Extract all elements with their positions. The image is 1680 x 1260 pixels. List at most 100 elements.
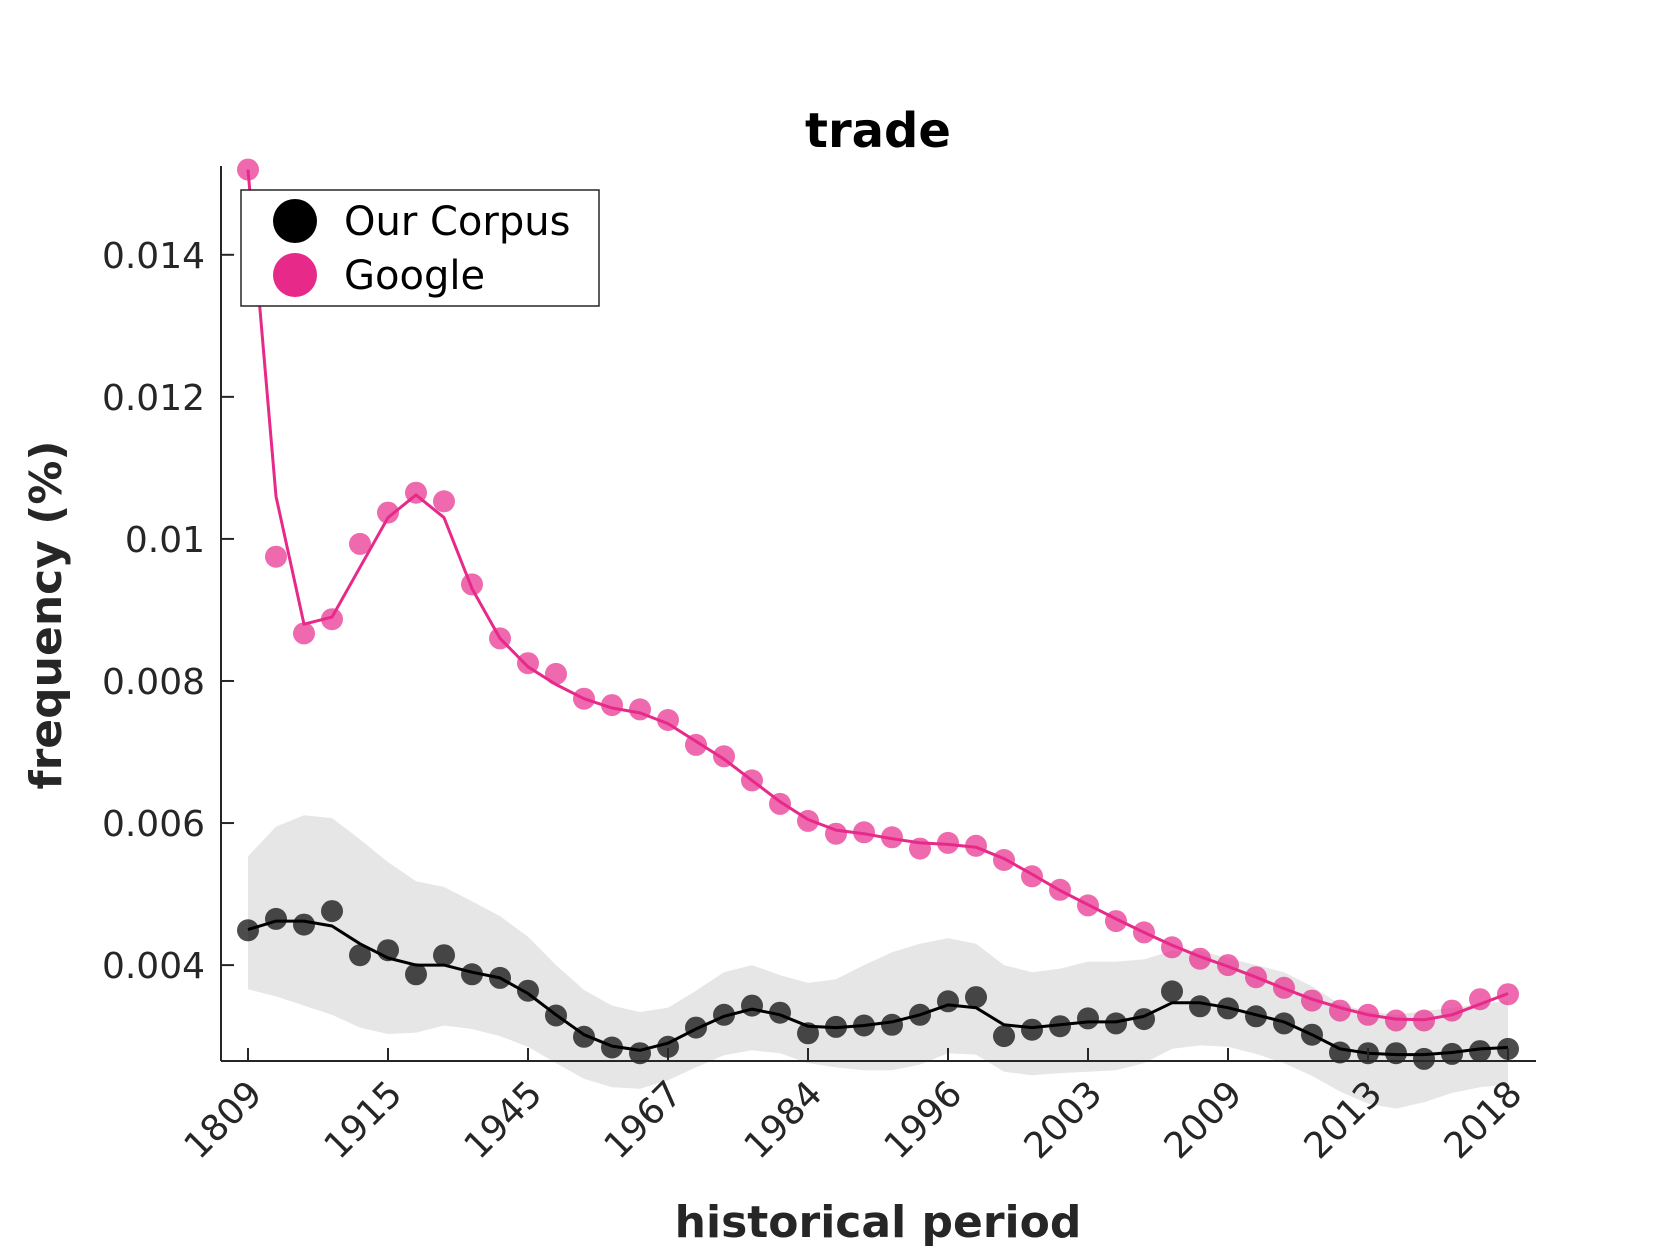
google-point — [1329, 999, 1351, 1022]
google-point — [825, 822, 847, 845]
y-tick-label: 0.014 — [102, 236, 205, 277]
google-line — [246, 169, 1509, 1022]
google-point — [1217, 954, 1239, 977]
google-point — [1301, 989, 1323, 1012]
google-point — [405, 481, 427, 504]
our-corpus-point — [797, 1022, 819, 1045]
our-corpus-point — [1021, 1018, 1043, 1041]
google-point — [377, 501, 399, 524]
google-point — [265, 545, 287, 568]
google-point — [1273, 976, 1295, 999]
our-corpus-point — [433, 944, 455, 967]
y-tick-label: 0.012 — [102, 378, 205, 419]
our-corpus-point — [517, 979, 539, 1002]
google-point — [769, 792, 791, 815]
google-point — [685, 733, 707, 756]
our-corpus-point — [881, 1013, 903, 1036]
our-corpus-point — [1469, 1040, 1491, 1063]
our-corpus-point — [853, 1014, 875, 1037]
our-corpus-point — [1385, 1042, 1407, 1065]
our-corpus-point — [937, 990, 959, 1013]
our-corpus-point — [1105, 1012, 1127, 1035]
google-point — [1161, 936, 1183, 959]
our-corpus-point — [349, 944, 371, 967]
x-tick-label: 1984 — [737, 1073, 831, 1167]
google-point — [1357, 1003, 1379, 1026]
series-lines-layer — [246, 169, 1509, 1057]
our-corpus-point — [573, 1025, 595, 1048]
google-point — [321, 608, 343, 631]
google-point — [937, 831, 959, 854]
our-corpus-point — [1161, 980, 1183, 1003]
google-point — [965, 834, 987, 857]
y-tick-label: 0.01 — [125, 520, 205, 561]
our-corpus-point — [265, 907, 287, 930]
our-corpus-line — [247, 919, 1509, 1057]
google-point — [517, 652, 539, 675]
google-point — [1413, 1009, 1435, 1032]
our-corpus-point — [657, 1035, 679, 1058]
our-corpus-point — [293, 913, 315, 936]
our-corpus-point — [1441, 1042, 1463, 1065]
google-point — [237, 158, 259, 181]
our-corpus-point — [321, 900, 343, 923]
google-point — [1021, 865, 1043, 888]
our-corpus-point — [1413, 1047, 1435, 1070]
our-corpus-point — [629, 1042, 651, 1065]
x-tick-label: 1945 — [457, 1073, 551, 1167]
confidence-band-layer — [248, 815, 1508, 1109]
google-point — [1497, 983, 1519, 1006]
our-corpus-point — [1049, 1015, 1071, 1038]
our-corpus-point — [601, 1036, 623, 1059]
our-corpus-point — [1329, 1041, 1351, 1064]
x-tick-label: 1996 — [877, 1073, 971, 1167]
our-corpus-point — [825, 1015, 847, 1038]
x-tick-label: 1809 — [177, 1073, 271, 1167]
our-corpus-point — [461, 963, 483, 986]
google-point — [349, 532, 371, 555]
our-corpus-point — [965, 986, 987, 1009]
axes — [220, 166, 1536, 1062]
google-point — [1441, 999, 1463, 1022]
y-tick-label: 0.008 — [102, 662, 205, 703]
google-point — [881, 826, 903, 849]
google-point — [1105, 910, 1127, 933]
our-corpus-point — [713, 1003, 735, 1026]
google-point — [853, 821, 875, 844]
google-point — [713, 745, 735, 768]
x-tick-label: 2009 — [1157, 1073, 1251, 1167]
google-point — [741, 769, 763, 792]
x-axis-title: historical period — [675, 1197, 1082, 1248]
google-point — [601, 694, 623, 717]
our-corpus-band — [248, 815, 1508, 1109]
our-corpus-point — [685, 1016, 707, 1039]
google-point — [993, 849, 1015, 871]
google-point — [1469, 988, 1491, 1011]
y-axis-title: frequency (%) — [21, 440, 72, 789]
x-tick-label: 2003 — [1017, 1073, 1111, 1167]
legend-label-google: Google — [344, 253, 485, 299]
google-point — [1189, 947, 1211, 970]
google-point — [293, 622, 315, 645]
our-corpus-point — [993, 1025, 1015, 1048]
data-points-layer — [237, 158, 1519, 1070]
google-point — [1133, 921, 1155, 944]
our-corpus-point — [1189, 995, 1211, 1018]
our-corpus-point — [405, 963, 427, 986]
our-corpus-point — [1133, 1008, 1155, 1031]
y-tick-label: 0.006 — [102, 804, 205, 845]
google-point — [545, 662, 567, 685]
our-corpus-point — [1245, 1005, 1267, 1028]
google-point — [1077, 894, 1099, 917]
google-point — [433, 490, 455, 513]
our-corpus-point — [237, 919, 259, 942]
y-ticks: 0.004 0.006 0.008 0.01 0.012 0.014 — [102, 236, 234, 987]
our-corpus-point — [545, 1004, 567, 1027]
google-point — [657, 709, 679, 731]
chart-title: trade — [805, 103, 951, 159]
legend-marker-our-corpus — [273, 199, 317, 243]
legend-label-our-corpus: Our Corpus — [344, 199, 570, 245]
google-point — [629, 698, 651, 721]
our-corpus-point — [769, 1001, 791, 1024]
